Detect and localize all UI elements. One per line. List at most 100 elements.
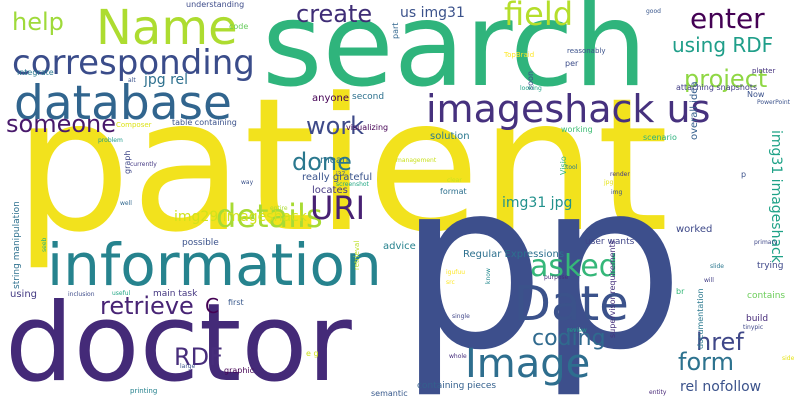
word-worked: worked — [676, 224, 713, 235]
word-information: information — [47, 231, 382, 299]
word-semantic: semantic — [371, 389, 408, 398]
word-locates: locates — [312, 185, 348, 196]
word-printing: printing — [130, 387, 158, 395]
word-part: part — [391, 22, 400, 39]
word-i37: i37 — [336, 171, 346, 178]
word-documentation: documentation — [696, 288, 705, 349]
word-corresponding: corresponding — [12, 43, 255, 83]
word-date: Date — [514, 276, 629, 332]
word-contains: contains — [747, 291, 786, 301]
word-build: build — [746, 314, 769, 324]
word-enter: enter — [690, 2, 765, 35]
word-br: br — [676, 287, 685, 296]
word-will: will — [704, 277, 714, 284]
word-imageshack-us: imageshack us — [426, 87, 711, 131]
word-looking: looking — [520, 85, 542, 92]
word-format: format — [440, 187, 467, 196]
word-now: Now — [747, 90, 765, 99]
word-pp: pp — [398, 131, 685, 400]
word-using-rdf: using RDF — [672, 33, 774, 57]
word-regular-expressions: Regular Expressions — [463, 249, 565, 260]
word-main-task: main task — [153, 289, 198, 299]
word-possible: possible — [182, 238, 219, 248]
word-patient: patient — [14, 59, 669, 273]
word-solution: solution — [430, 131, 470, 142]
word-code: code — [229, 22, 249, 31]
word-large: large — [180, 363, 196, 370]
word-good: good — [646, 8, 661, 15]
word-anyone: anyone — [312, 93, 349, 104]
word-render: render — [610, 171, 630, 178]
word-first: first — [228, 298, 244, 307]
word-entire: entire — [270, 205, 288, 212]
word-per: per — [565, 59, 579, 68]
word-review: review — [567, 327, 587, 334]
word-integrate: integrate — [17, 68, 54, 77]
word-done: done — [292, 148, 352, 176]
word-using: using — [10, 289, 38, 300]
word-search: search — [262, 0, 648, 113]
word-management: management — [396, 157, 437, 164]
word-c: C — [205, 294, 219, 318]
word-scenario: scenario — [643, 133, 677, 142]
word-supervisor-requirements: supervisor requirements — [608, 240, 617, 338]
word-doctor: doctor — [5, 281, 352, 400]
word-topbraid: TopBraid — [504, 51, 535, 59]
word-create: create — [296, 0, 373, 28]
word-string-manipulation: string manipulation — [12, 201, 22, 289]
word-side: side — [782, 355, 795, 362]
word-advice: advice — [383, 241, 416, 252]
word-whole: whole — [449, 353, 467, 360]
word-table-containing: table containing — [172, 118, 237, 127]
word-containing-pieces: containing pieces — [417, 381, 497, 391]
word-attaching-snapshots: attaching snapshots — [676, 83, 758, 92]
word-img29-imageshack: img29 imageshack — [174, 209, 307, 225]
word-powerpoint: PowerPoint — [757, 99, 791, 106]
word-purpose: purpose — [544, 274, 569, 281]
word-e-g: e g — [306, 349, 319, 358]
word-igufuu: igufuu — [446, 269, 465, 276]
word-working: working — [561, 125, 593, 134]
word-understanding: understanding — [186, 0, 245, 9]
word-screenshot: screenshot — [336, 181, 369, 188]
word-graphic: graphic — [224, 366, 255, 375]
word-second: second — [352, 92, 385, 102]
word-tinypic: tinypic — [743, 324, 764, 331]
word-rdf: RDF — [174, 343, 223, 371]
word-single: single — [452, 313, 470, 320]
word-entity: entity — [649, 389, 667, 396]
word-reasonably: reasonably — [567, 47, 606, 55]
word-well: well — [120, 200, 132, 207]
word-slide: slide — [710, 263, 724, 270]
word-way: way — [241, 179, 254, 186]
word-really-grateful: really grateful — [302, 172, 373, 183]
word-user-wants: user wants — [585, 237, 635, 247]
word-someone: someone — [6, 110, 116, 138]
word-src: src — [446, 279, 455, 286]
word-name: Name — [96, 0, 238, 56]
word-us-img31: us img31 — [400, 5, 465, 21]
word-field: field — [504, 0, 574, 33]
word-know: know — [485, 268, 492, 284]
word-currently: currently — [130, 161, 157, 168]
word-image: Image — [465, 341, 591, 387]
word-plotter: plotter — [752, 67, 776, 75]
word-database: database — [14, 76, 232, 131]
word-trying: trying — [757, 261, 784, 271]
word-href: href — [696, 328, 744, 356]
word-jpg-small: jpg — [604, 179, 614, 186]
word-details: details — [216, 197, 323, 235]
word-clear: clear — [447, 177, 462, 184]
word-asked: asked — [530, 249, 618, 284]
word-help: help — [12, 8, 64, 36]
word-rel-nofollow: rel nofollow — [680, 379, 762, 395]
word-img31-jpg: img31 jpg — [502, 195, 573, 211]
word-project: project — [684, 65, 768, 93]
word-inclusion: inclusion — [68, 291, 95, 298]
word-coding: coding — [532, 326, 606, 351]
word-img: img — [611, 189, 623, 196]
word-retrieval: retrieval — [353, 240, 361, 270]
word-form: form — [678, 348, 734, 376]
word-visualizing: visualizing — [346, 123, 389, 132]
